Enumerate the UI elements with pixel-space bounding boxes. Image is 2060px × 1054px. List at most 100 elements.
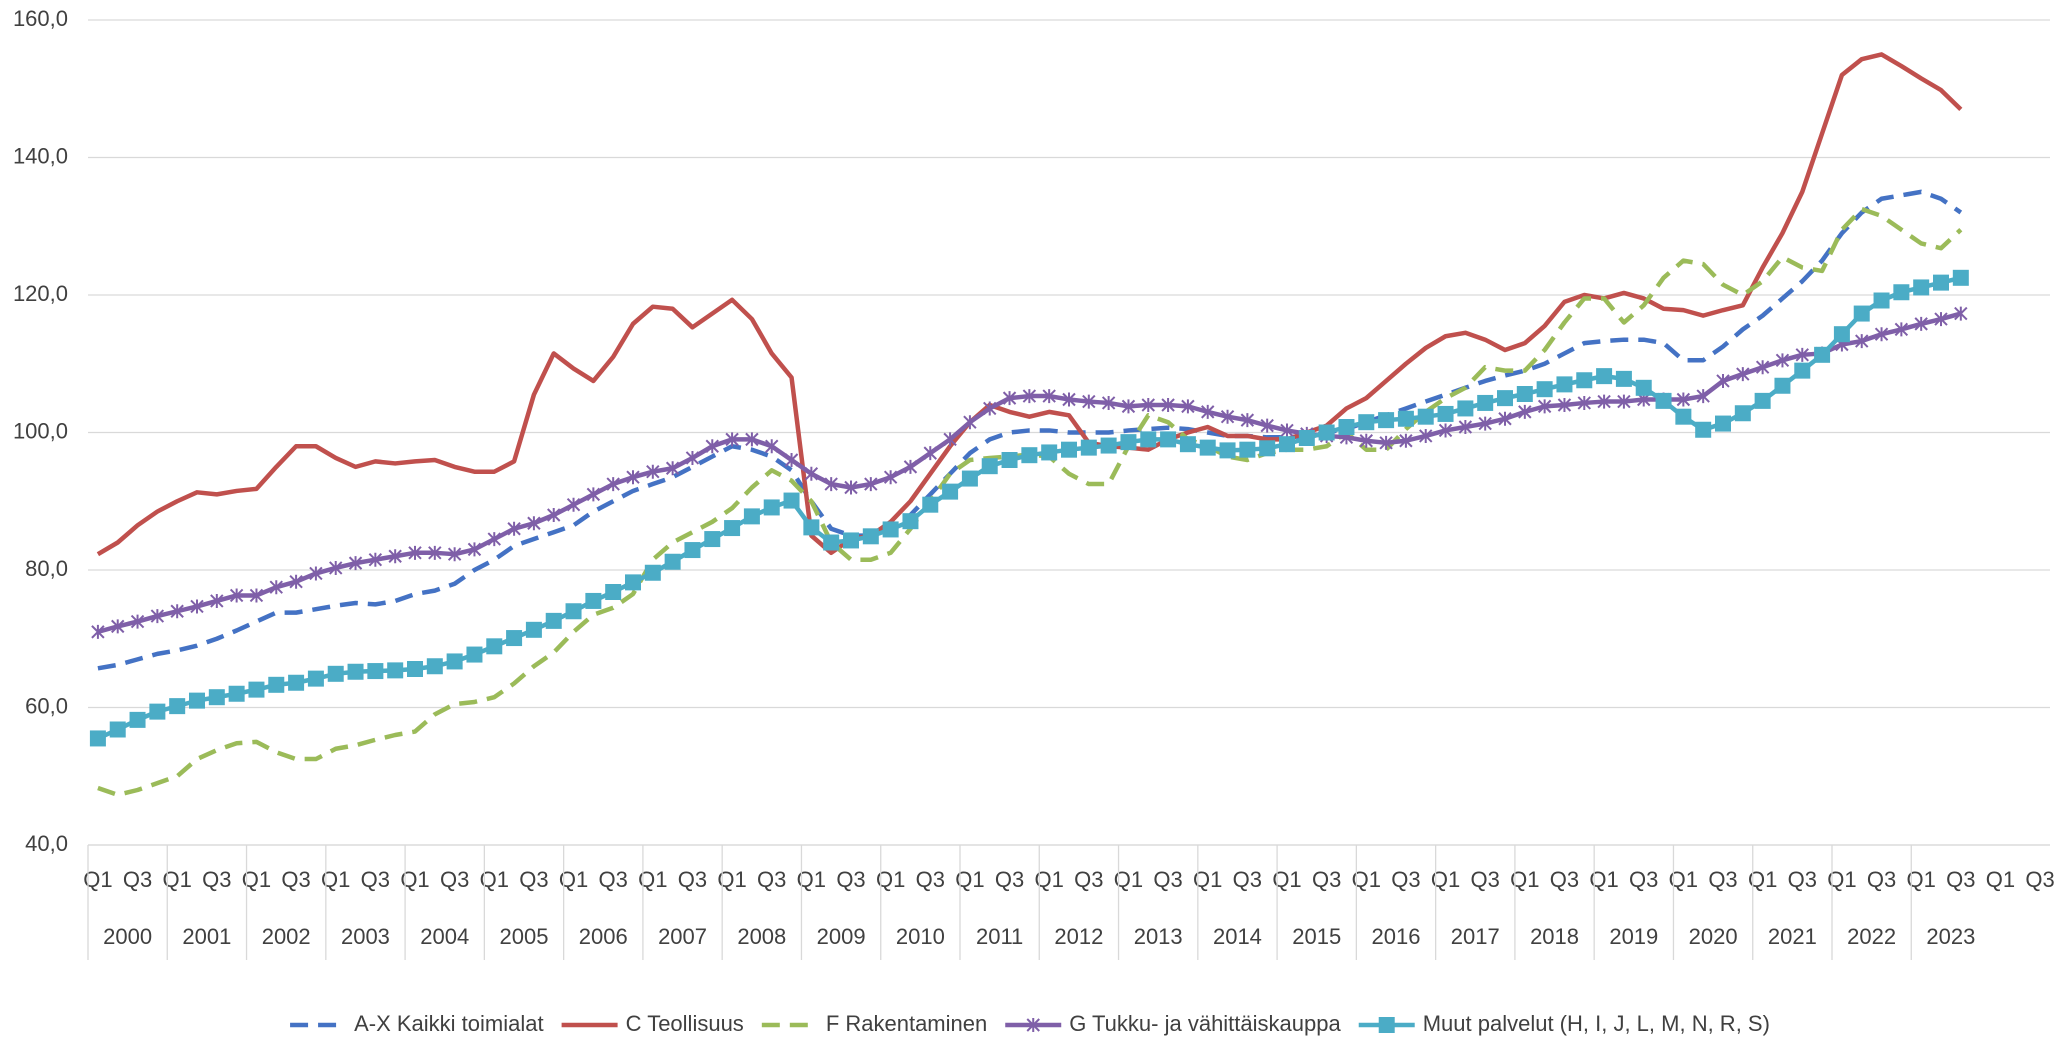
marker <box>1774 377 1791 394</box>
marker <box>388 549 402 564</box>
marker <box>170 604 184 619</box>
marker <box>309 566 323 581</box>
legend-label: F Rakentaminen <box>826 1011 987 1036</box>
year-label: 2007 <box>658 924 707 949</box>
marker <box>1041 444 1058 461</box>
series-line <box>96 52 1963 557</box>
marker <box>1080 439 1097 456</box>
marker <box>843 532 859 549</box>
marker <box>1795 347 1809 362</box>
marker <box>864 477 878 492</box>
marker <box>1734 405 1751 422</box>
marker <box>684 542 701 559</box>
marker <box>883 470 898 485</box>
marker <box>446 653 463 670</box>
marker <box>525 621 542 638</box>
marker <box>507 521 521 536</box>
marker <box>605 584 622 600</box>
marker <box>1715 415 1731 432</box>
marker <box>1617 394 1631 409</box>
marker <box>1378 1017 1395 1033</box>
year-label: 2003 <box>341 924 390 949</box>
marker <box>586 487 601 502</box>
marker <box>1537 399 1552 414</box>
marker <box>942 483 959 500</box>
y-tick-label: 120,0 <box>13 281 68 306</box>
marker <box>1556 376 1573 393</box>
marker <box>1695 421 1712 438</box>
year-label: 2016 <box>1372 924 1421 949</box>
marker <box>1061 441 1077 458</box>
series <box>91 306 1968 639</box>
x-tick-label: Q3 <box>1946 867 1975 892</box>
marker <box>447 547 462 562</box>
x-tick-label: Q3 <box>1629 867 1658 892</box>
x-tick-label: Q3 <box>757 867 786 892</box>
marker <box>902 513 919 530</box>
marker <box>1557 398 1572 412</box>
marker <box>288 674 305 691</box>
marker <box>1736 367 1750 382</box>
marker <box>565 603 582 620</box>
marker <box>1655 392 1672 409</box>
marker <box>903 459 918 474</box>
marker <box>1358 414 1375 431</box>
series <box>97 189 1963 671</box>
year-label: 2014 <box>1213 924 1262 949</box>
marker <box>487 532 501 547</box>
marker <box>486 638 503 655</box>
marker <box>426 658 443 675</box>
marker <box>763 499 780 516</box>
year-label: 2019 <box>1609 924 1658 949</box>
marker <box>862 528 879 545</box>
series <box>97 206 1963 798</box>
marker <box>1914 316 1928 331</box>
marker <box>1161 398 1175 412</box>
marker <box>269 580 283 595</box>
x-tick-label: Q3 <box>1074 867 1103 892</box>
marker <box>1874 327 1889 342</box>
marker <box>1239 441 1256 458</box>
marker <box>1536 381 1553 398</box>
year-label: 2006 <box>579 924 628 949</box>
marker <box>407 661 423 677</box>
marker <box>1913 279 1930 296</box>
marker <box>347 663 364 680</box>
marker <box>566 497 581 512</box>
marker <box>1338 419 1355 435</box>
marker <box>626 470 640 485</box>
series-line <box>97 189 1963 671</box>
marker <box>1120 434 1137 451</box>
marker <box>111 619 125 634</box>
marker <box>1755 360 1770 375</box>
legend-item: F Rakentaminen <box>761 1011 987 1036</box>
marker <box>1042 389 1056 404</box>
legend-label: A-X Kaikki toimialat <box>354 1011 544 1036</box>
year-label: 2002 <box>262 924 311 949</box>
marker <box>129 711 146 728</box>
marker <box>625 574 641 591</box>
marker <box>1894 322 1909 337</box>
marker <box>585 592 602 609</box>
marker <box>644 564 661 581</box>
marker <box>1359 433 1373 448</box>
marker <box>268 676 285 693</box>
year-label: 2020 <box>1689 924 1738 949</box>
year-label: 2001 <box>182 924 231 949</box>
marker <box>1419 428 1433 443</box>
marker <box>1597 394 1611 409</box>
marker <box>1199 439 1216 456</box>
marker <box>823 534 840 551</box>
marker <box>1100 437 1117 454</box>
marker <box>1298 430 1315 446</box>
marker <box>210 593 224 608</box>
marker <box>1181 399 1195 414</box>
marker <box>1498 411 1512 426</box>
marker <box>1399 433 1413 448</box>
x-tick-label: Q3 <box>361 867 390 892</box>
marker <box>1219 442 1236 459</box>
marker <box>408 545 422 560</box>
marker <box>1576 372 1593 389</box>
marker <box>1577 395 1591 410</box>
marker <box>685 450 700 465</box>
